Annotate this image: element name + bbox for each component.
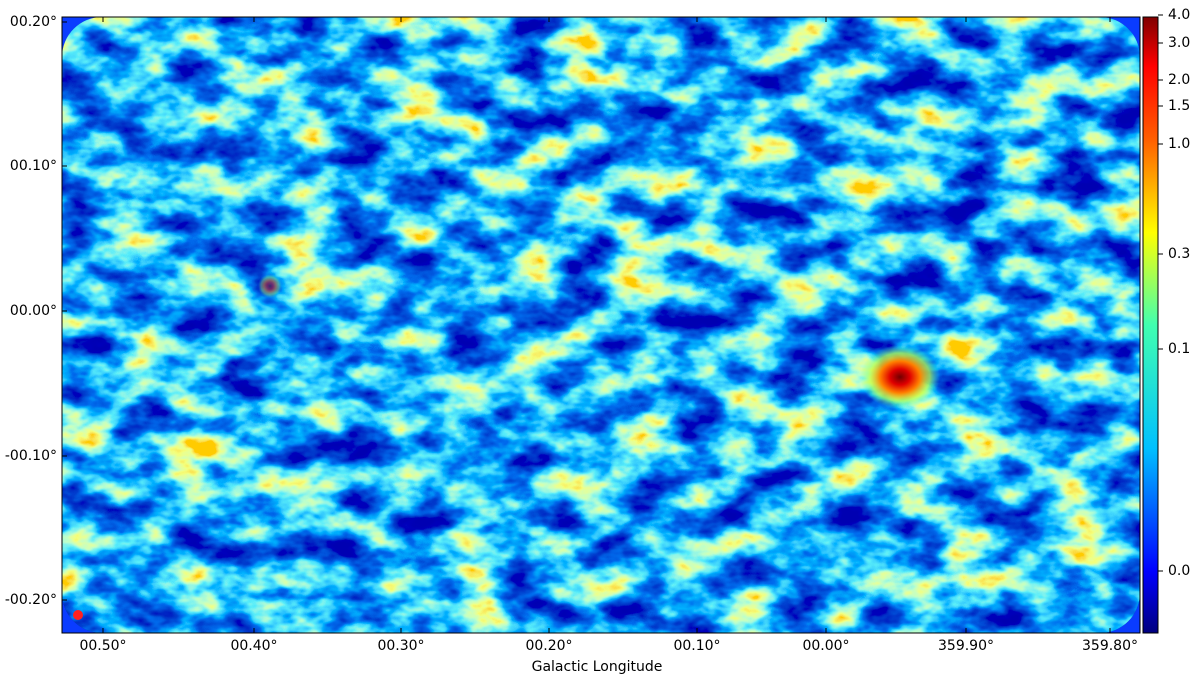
colorbar-tick-label: 1.0 (1168, 136, 1190, 152)
x-axis-label: Galactic Longitude (532, 659, 663, 675)
colorbar-tick-label: 0.3 (1168, 246, 1190, 262)
x-tick-label: 00.30° (377, 638, 424, 654)
beam-marker (73, 610, 83, 620)
y-tick-label: 00.20° (10, 14, 57, 30)
colorbar-tick-label: 2.0 (1168, 72, 1190, 88)
y-tick-label: -00.10° (5, 448, 57, 464)
colorbar-tick-label: 0.0 (1168, 563, 1190, 579)
x-tick-label: 359.80° (1082, 638, 1138, 654)
y-tick-label: 00.10° (10, 158, 57, 174)
axes-frame (61, 16, 1141, 634)
colorbar (1142, 16, 1159, 634)
x-tick-label: 00.20° (525, 638, 572, 654)
x-tick-label: 00.00° (802, 638, 849, 654)
y-tick-label: -00.20° (5, 592, 57, 608)
colorbar-tick-label: 0.1 (1168, 341, 1190, 357)
x-tick-label: 00.10° (673, 638, 720, 654)
x-tick-label: 359.90° (938, 638, 994, 654)
colorbar-tick-label: 3.0 (1168, 35, 1190, 51)
colorbar-tick-label: 4.0 (1168, 7, 1190, 23)
x-tick-label: 00.50° (79, 638, 126, 654)
y-tick-label: 00.00° (10, 303, 57, 319)
colorbar-tick-label: 1.5 (1168, 98, 1190, 114)
x-tick-label: 00.40° (230, 638, 277, 654)
sky-map (62, 17, 1140, 633)
